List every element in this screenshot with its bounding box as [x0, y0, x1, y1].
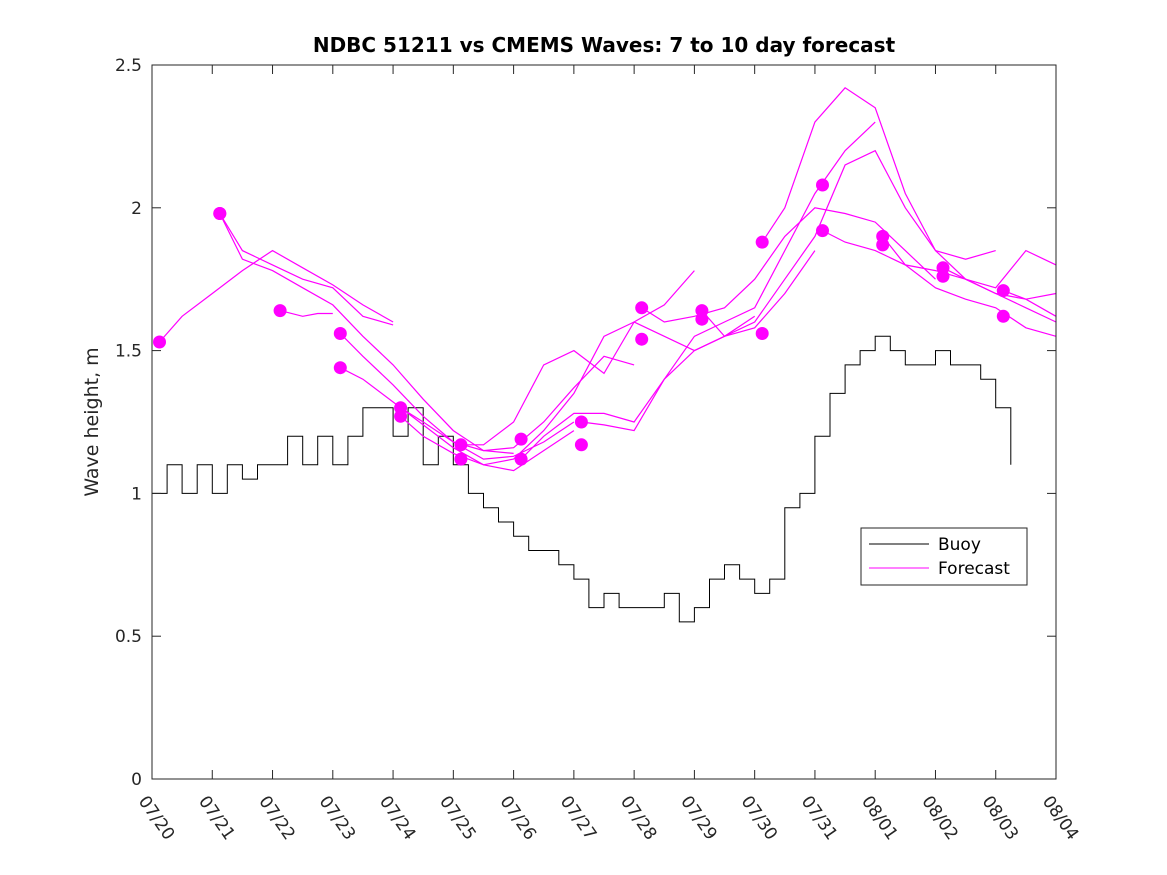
forecast-run-line: [340, 367, 575, 472]
x-tick-label: 07/25: [435, 792, 479, 844]
x-tick-label: 07/21: [194, 792, 238, 844]
legend: Buoy Forecast: [860, 527, 1028, 586]
x-tick-label: 07/23: [315, 792, 359, 844]
forecast-marker: [514, 432, 528, 446]
forecast-run-line: [701, 149, 996, 338]
plot-background: [152, 65, 1056, 779]
forecast-marker: [213, 207, 227, 220]
legend-forecast-label: Forecast: [938, 559, 1010, 579]
forecast-run-line: [400, 355, 635, 452]
forecast-marker: [635, 332, 649, 346]
y-axis-label: Wave height, m: [81, 347, 103, 496]
forecast-marker: [936, 269, 950, 283]
forecast-run-line: [1003, 290, 1057, 317]
x-tick-label: 08/02: [917, 792, 961, 844]
y-tick-label: 1.5: [115, 342, 142, 362]
forecast-run-line: [219, 213, 514, 454]
y-tick-label: 2: [131, 199, 142, 219]
chart-title: NDBC 51211 vs CMEMS Waves: 7 to 10 day f…: [313, 33, 896, 57]
forecast-marker: [273, 304, 287, 318]
forecast-marker: [635, 301, 649, 315]
forecast-marker: [333, 361, 347, 375]
forecast-run-line: [822, 230, 1057, 337]
y-tick-label: 0.5: [115, 627, 142, 647]
legend-box: [860, 527, 1028, 586]
forecast-marker: [876, 238, 890, 252]
x-tick-label: 07/28: [616, 792, 660, 844]
forecast-marker: [996, 284, 1010, 298]
buoy-series-line: [152, 335, 1012, 623]
x-tick-label: 08/03: [978, 792, 1022, 844]
plot-marks: [152, 87, 1057, 623]
forecast-run-line: [159, 249, 394, 343]
x-tick-label: 07/31: [797, 792, 841, 844]
x-tick-label: 07/22: [254, 792, 298, 844]
x-tick-label: 07/26: [496, 792, 540, 844]
x-tick-label: 08/04: [1038, 792, 1082, 844]
x-tick-label: 07/24: [375, 792, 419, 844]
forecast-marker: [454, 452, 468, 466]
forecast-marker: [514, 452, 528, 466]
forecast-marker: [755, 235, 769, 249]
x-tick-label: 07/20: [134, 792, 178, 844]
forecast-marker: [816, 178, 829, 192]
y-tick-label: 2.5: [115, 56, 142, 76]
plot-frame: [151, 64, 1057, 780]
forecast-marker: [996, 309, 1010, 323]
y-tick-label: 1: [131, 484, 142, 504]
y-tick-label: 0: [131, 770, 142, 790]
legend-buoy-label: Buoy: [938, 535, 981, 555]
forecast-run-line: [219, 213, 394, 326]
forecast-marker: [574, 438, 588, 452]
forecast-run-line: [942, 267, 1057, 300]
x-tick-label: 08/01: [857, 792, 901, 844]
forecast-marker: [816, 224, 829, 238]
forecast-run-line: [400, 270, 695, 466]
x-tick-label: 07/30: [737, 792, 781, 844]
forecast-run-line: [761, 87, 1057, 323]
forecast-run-line: [279, 310, 333, 317]
forecast-marker: [153, 335, 166, 349]
forecast-marker: [755, 327, 769, 340]
forecast-marker: [394, 409, 408, 423]
forecast-marker: [454, 438, 468, 452]
x-tick-label: 07/29: [676, 792, 720, 844]
forecast-marker: [574, 415, 588, 429]
forecast-marker: [695, 312, 709, 326]
x-tick-label: 07/27: [556, 792, 600, 844]
forecast-marker: [333, 327, 347, 340]
